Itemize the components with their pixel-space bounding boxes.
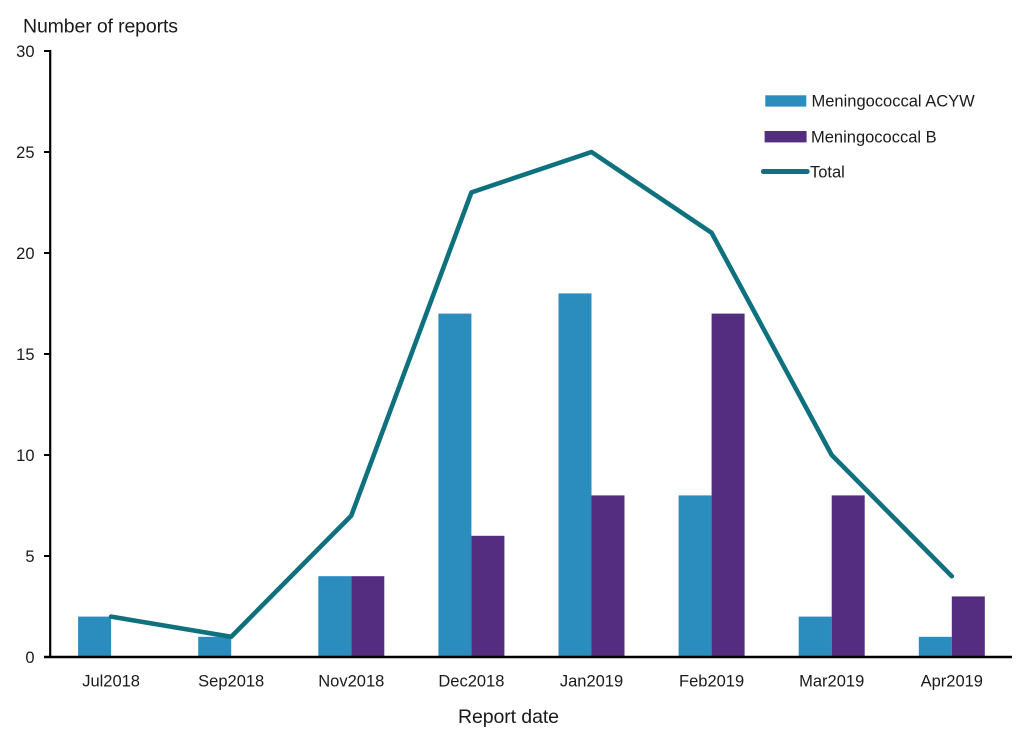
- svg-text:15: 15: [16, 346, 34, 364]
- svg-text:Jul2018: Jul2018: [82, 673, 140, 691]
- svg-text:Apr2019: Apr2019: [921, 673, 983, 691]
- svg-text:20: 20: [16, 245, 34, 263]
- svg-text:5: 5: [25, 548, 34, 566]
- svg-text:25: 25: [16, 144, 34, 162]
- svg-text:Nov2018: Nov2018: [318, 673, 384, 691]
- svg-text:Sep2018: Sep2018: [198, 673, 264, 691]
- svg-text:Total: Total: [810, 163, 845, 181]
- svg-text:Feb2019: Feb2019: [679, 673, 744, 691]
- svg-text:30: 30: [16, 43, 34, 61]
- svg-text:Number of reports: Number of reports: [23, 16, 178, 38]
- svg-text:Report date: Report date: [458, 706, 559, 728]
- svg-text:10: 10: [16, 447, 34, 465]
- svg-text:Meningococcal ACYW: Meningococcal ACYW: [812, 93, 976, 111]
- svg-text:Jan2019: Jan2019: [560, 673, 623, 691]
- svg-text:Dec2018: Dec2018: [438, 673, 504, 691]
- svg-text:0: 0: [25, 649, 34, 667]
- svg-text:Meningococcal B: Meningococcal B: [811, 128, 937, 146]
- svg-text:Mar2019: Mar2019: [799, 673, 864, 691]
